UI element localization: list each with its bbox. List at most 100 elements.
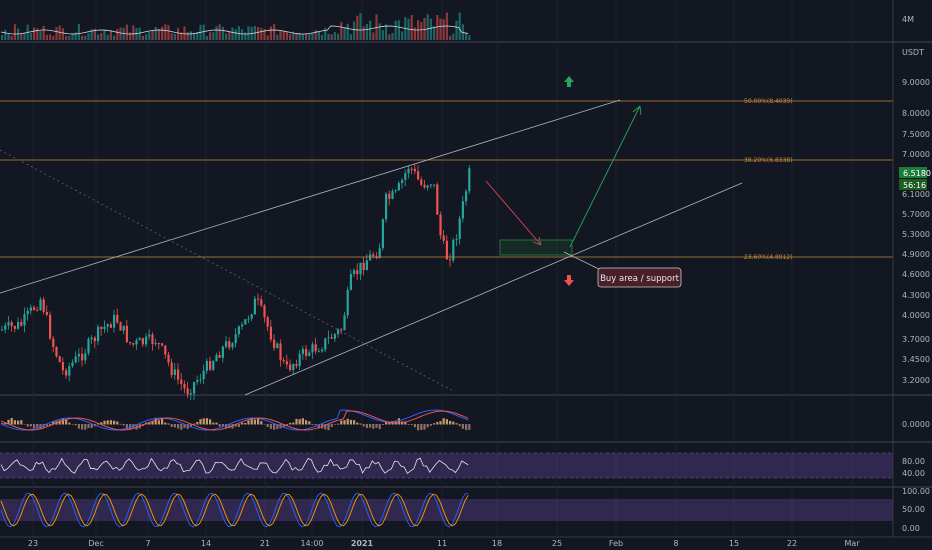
macd-histogram-bar [413, 424, 416, 428]
macd-histogram-bar [333, 424, 336, 425]
current-price: 6.5180 [903, 169, 931, 178]
candle [20, 322, 23, 326]
volume-bar [385, 24, 388, 40]
macd-histogram-bar [468, 424, 471, 430]
macd-histogram-bar [90, 424, 93, 428]
price-tick-label: 3.2000 [902, 376, 930, 385]
candle [305, 348, 308, 356]
macd-histogram-bar [311, 424, 314, 425]
macd-histogram-bar [337, 423, 340, 425]
candle [65, 370, 68, 376]
candle [407, 168, 410, 174]
volume-bar [36, 28, 39, 40]
volume-bar [397, 20, 400, 40]
price-tick-label: 4.0000 [902, 311, 930, 320]
projection-up-line[interactable] [569, 105, 641, 248]
candle [404, 173, 407, 180]
volume-bar [234, 29, 237, 40]
candle [317, 351, 320, 353]
candle [394, 190, 397, 192]
stoch-mid-label: 50.00 [902, 505, 925, 514]
countdown: 56:16 [903, 181, 926, 190]
time-tick-label: Feb [609, 539, 623, 548]
candle [199, 379, 202, 381]
macd-histogram-bar [346, 418, 349, 425]
candle [388, 193, 391, 199]
macd-histogram-bar [429, 424, 432, 426]
volume-bar [186, 31, 189, 40]
buy-area-box[interactable] [499, 239, 573, 256]
macd-histogram-bar [461, 424, 464, 429]
volume-bar [129, 32, 132, 40]
candle [205, 360, 208, 371]
volume-bar [369, 20, 372, 40]
macd-histogram-bar [241, 422, 244, 425]
candle [61, 362, 64, 371]
volume-bar [263, 28, 266, 40]
candle [189, 393, 192, 395]
candle [4, 325, 7, 330]
candle [87, 339, 90, 354]
candle [247, 318, 250, 320]
projection-down-line[interactable] [485, 180, 542, 246]
volume-bar [65, 35, 68, 40]
candle [209, 360, 212, 370]
candle [241, 324, 244, 327]
candle [151, 334, 154, 345]
price-tick-label: 4.3000 [902, 291, 930, 300]
volume-bar [161, 26, 164, 40]
macd-histogram-bar [71, 423, 74, 425]
candle [1, 329, 4, 331]
candle [154, 343, 157, 345]
macd-histogram-bar [109, 420, 112, 425]
candle [362, 262, 365, 271]
fib-label-23: 23.60%(4.8912) [744, 254, 793, 261]
macd-histogram-bar [289, 422, 292, 425]
volume-bar [145, 34, 148, 40]
macd-histogram-bar [212, 422, 215, 425]
volume-bar [97, 34, 100, 40]
volume-bar [413, 27, 416, 40]
candle [234, 334, 237, 344]
candle [52, 338, 55, 347]
volume-bar [449, 35, 452, 40]
macd-pane [0, 409, 471, 431]
volume-bar [7, 33, 10, 40]
macd-histogram-bar [221, 424, 224, 427]
macd-histogram-bar [263, 424, 266, 425]
macd-histogram-bar [36, 424, 39, 429]
volume-bar [177, 27, 180, 40]
volume-bar [455, 20, 458, 40]
volume-bar [279, 30, 282, 40]
volume-bar [45, 34, 48, 40]
candle [23, 314, 26, 326]
macd-histogram-bar [135, 424, 138, 430]
macd-histogram-bar [442, 418, 445, 425]
candle [429, 184, 432, 186]
volume-bar [113, 35, 116, 40]
channel-upper-line[interactable] [0, 99, 621, 294]
macd-histogram-bar [68, 422, 71, 425]
macd-histogram-bar [433, 423, 436, 425]
macd-histogram-bar [61, 418, 64, 425]
macd-histogram-bar [151, 421, 154, 425]
volume-bar [295, 32, 298, 40]
candle [177, 369, 180, 380]
candle [225, 341, 228, 347]
candle [321, 349, 324, 352]
volume-pane [0, 12, 471, 41]
dotted-trend-line[interactable] [0, 149, 456, 393]
candle [231, 343, 234, 348]
callout-box[interactable] [597, 267, 682, 288]
countdown-badge [899, 179, 927, 190]
candle [26, 310, 29, 315]
channel-lower-line[interactable] [244, 182, 743, 396]
volume-bar [343, 28, 346, 40]
candle [349, 274, 352, 291]
macd-histogram-bar [33, 424, 36, 428]
price-pane[interactable] [1, 164, 471, 401]
volume-bar [221, 26, 224, 40]
macd-histogram-bar [116, 421, 119, 425]
candle [343, 315, 346, 330]
